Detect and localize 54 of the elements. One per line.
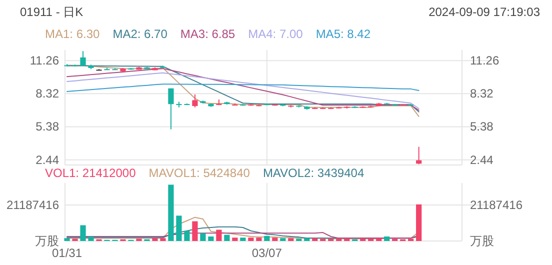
text: MAVOL2: 3439404 [262,166,364,180]
candlestick [192,94,198,108]
text: 万股 [470,234,494,248]
bar [248,238,254,241]
bar [176,216,182,241]
chart-title: 01911 - 日K [20,5,84,19]
bar [288,238,294,241]
bar [240,238,246,241]
candlestick [80,50,86,66]
bar [184,230,190,241]
y-tick-label: 11.26 [30,54,60,68]
text: MA4: 7.00 [248,27,304,41]
text: VOL1: 21412000 [45,166,136,180]
y-tick-label: 8.32 [36,86,60,101]
bar [192,221,198,241]
bar [64,238,70,241]
bar [384,236,390,241]
bar [80,225,86,241]
bar [160,238,166,241]
bar [376,238,382,241]
line-series [66,84,420,92]
text: MA3: 6.85 [180,27,236,41]
bar [280,238,286,241]
bar [88,236,94,241]
text: MA2: 6.70 [112,27,168,41]
text: 万股 [35,234,59,248]
candlestick [168,88,174,130]
text: 21187416 [6,198,60,212]
y-tick-label: 2.44 [36,152,60,167]
y2-tick-label: 5.38 [470,120,494,134]
text: MA5: 8.42 [316,27,371,41]
bar [216,230,222,241]
text: 21187416 [470,198,522,212]
bar [264,236,270,241]
bar [224,234,230,241]
bar [304,238,310,241]
y2-tick-label: 8.32 [470,86,494,101]
bar [272,238,278,241]
bar [152,238,158,241]
bar [416,204,422,241]
y2-tick-label: 2.44 [470,152,494,167]
bar [168,184,174,241]
bar [232,238,238,241]
text: 2024-09-09 17:19:03 [428,5,540,19]
y-tick-label: 5.38 [36,120,60,134]
x-tick-label: 03/07 [252,246,282,260]
bar [200,233,206,241]
bar [256,238,262,241]
y2-tick-label: 11.26 [470,54,500,68]
x-tick-label: 01/31 [52,246,82,260]
text: MA1: 6.30 [45,27,100,41]
bar [312,238,318,241]
bar [208,236,214,241]
text: MAVOL1: 5424840 [148,166,250,180]
